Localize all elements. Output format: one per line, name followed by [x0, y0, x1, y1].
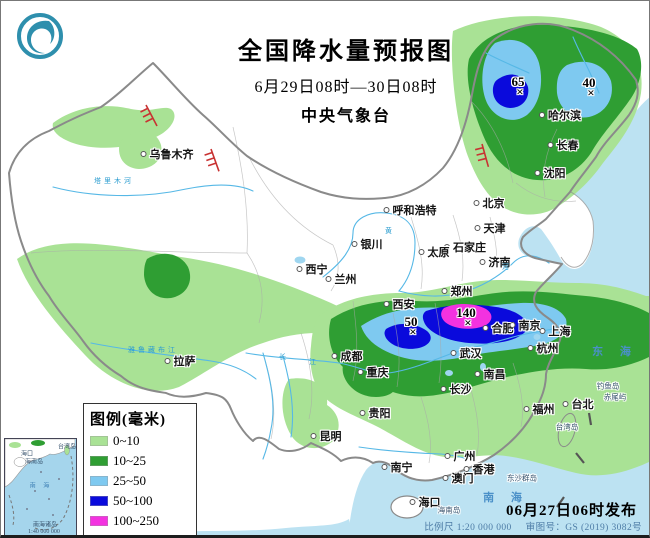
- legend-marker-label: 降水中心值: [111, 533, 176, 535]
- wind-barb-icon: [474, 143, 490, 168]
- legend-item: 100~250: [90, 513, 190, 529]
- legend-range-label: 100~250: [113, 513, 160, 528]
- legend-range-label: 10~25: [113, 453, 147, 468]
- hainan-island: [390, 495, 424, 519]
- inset-taiwan: [64, 444, 70, 456]
- legend-box: 图例(毫米) 0~10 10~25 25~50 50~100 100~250 × 降水中…: [83, 403, 197, 535]
- legend-item: 10~25: [90, 453, 190, 469]
- wind-barb-icon: [204, 148, 220, 172]
- inset-dash-line2: [8, 494, 15, 526]
- legend-title: 图例(毫米): [90, 412, 166, 428]
- legend-swatch: [90, 476, 108, 486]
- cma-logo-swirl: [27, 20, 55, 54]
- legend-item: 25~50: [90, 473, 190, 489]
- map-approval-number: 审图号：GS (2019) 3082号: [525, 523, 642, 533]
- precip-areas-100-250: [441, 303, 492, 329]
- page-title: 全国降水量预报图: [238, 39, 454, 65]
- issue-time: 06月27日06时发布: [505, 503, 637, 519]
- inset-islands: [26, 471, 60, 516]
- inset-dash-line: [34, 455, 74, 531]
- legend-items: 0~10 10~25 25~50 50~100 100~250: [90, 433, 190, 529]
- inset-label: 海南岛: [24, 459, 44, 466]
- cma-logo: [17, 13, 63, 59]
- legend-swatch: [90, 496, 108, 506]
- legend-swatch: [90, 436, 108, 446]
- map-scale-text: 比例尺 1:20 000 000: [424, 523, 512, 533]
- lakes: [294, 256, 541, 376]
- forecast-period: 6月29日08时—30日08时: [254, 79, 438, 96]
- south-china-sea-inset: 台湾岛海口 海南岛南 海南海诸岛 1:40 000 000: [4, 438, 77, 535]
- inset-green-patch: [9, 442, 21, 448]
- inset-label: 南海诸岛: [32, 522, 58, 529]
- legend-item: 50~100: [90, 493, 190, 509]
- legend-swatch: [90, 516, 108, 526]
- inset-label: 1:40 000 000: [28, 529, 60, 535]
- gulf-of-tonkin: [133, 519, 353, 535]
- legend-marker-row: × 降水中心值: [90, 533, 190, 535]
- wind-barb-icon: [140, 104, 158, 127]
- china-national-border: [8, 22, 639, 482]
- inset-label: 海口: [20, 451, 34, 458]
- legend-item: 0~10: [90, 433, 190, 449]
- inset-map: [5, 439, 75, 531]
- footer-meta: 比例尺 1:20 000 000 审图号：GS (2019) 3082号: [424, 519, 642, 533]
- wind-barb-layer: [140, 104, 490, 172]
- legend-range-label: 25~50: [113, 473, 147, 488]
- rivers: [52, 36, 600, 460]
- korea-coast: [560, 191, 594, 268]
- legend-range-label: 50~100: [113, 493, 153, 508]
- taiwan-island: [557, 412, 577, 448]
- legend-swatch: [90, 456, 108, 466]
- inset-label: 南 海: [29, 483, 53, 490]
- inset-green-patch2: [31, 440, 45, 446]
- inset-hainan: [13, 457, 27, 467]
- inset-label: 台湾岛: [57, 444, 77, 451]
- sea-boundary-dashes: [556, 412, 593, 508]
- legend-range-label: 0~10: [113, 433, 140, 448]
- agency-name: 中央气象台: [300, 108, 391, 125]
- map-header: 全国降水量预报图 6月29日08时—30日08时 中央气象台: [196, 31, 496, 126]
